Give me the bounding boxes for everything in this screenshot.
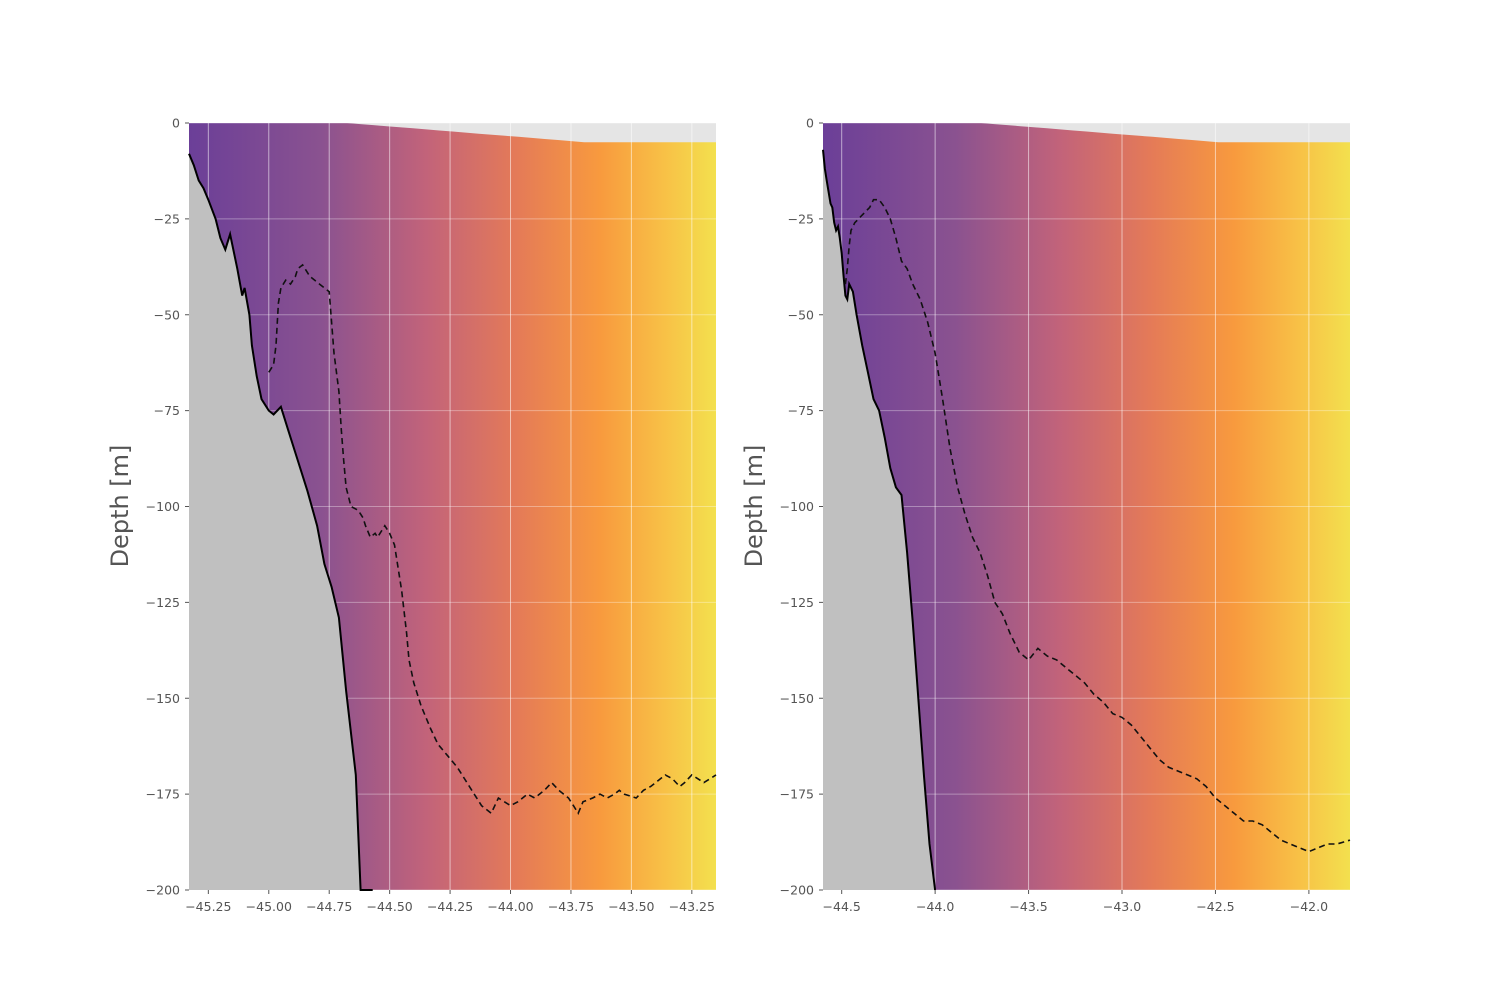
- left-x-tick-label: −43.50: [608, 899, 654, 914]
- right-section-panel: −44.5 −44.0 −43.5 −43.0 −42.5 −42.0 0 −25 −50 −7…: [740, 116, 1351, 914]
- left-seafloor-fill: [189, 153, 373, 890]
- left-y-ticks: 0 −25 −50 −75 −100 −125 −150 −175 −200: [146, 116, 189, 898]
- right-y-tick-label: −100: [780, 499, 814, 514]
- right-y-tick-label: −125: [780, 595, 814, 610]
- right-y-tick-label: −200: [780, 883, 814, 898]
- left-dashed-isoline: [268, 263, 717, 816]
- right-x-tick-label: −43.5: [1009, 899, 1047, 914]
- left-bathymetry-line: [188, 153, 373, 891]
- left-y-tick-label: −125: [146, 595, 180, 610]
- right-x-tick-label: −44.5: [823, 899, 861, 914]
- left-y-tick-label: −150: [146, 691, 180, 706]
- left-y-tick-label: −200: [146, 883, 180, 898]
- right-x-tick-label: −42.0: [1290, 899, 1328, 914]
- right-x-ticks: −44.5 −44.0 −43.5 −43.0 −42.5 −42.0: [823, 890, 1328, 914]
- right-y-tick-label: 0: [806, 116, 814, 131]
- left-seafloor-layer: [188, 153, 373, 891]
- left-y-tick-label: −100: [146, 499, 180, 514]
- left-x-tick-label: −44.75: [306, 899, 352, 914]
- right-field-layer: [823, 123, 1350, 890]
- left-y-tick-label: −25: [154, 211, 180, 226]
- left-y-axis-label: Depth [m]: [106, 445, 134, 568]
- left-x-tick-label: −45.00: [246, 899, 292, 914]
- left-x-tick-label: −43.25: [669, 899, 715, 914]
- left-y-tick-label: −75: [154, 403, 180, 418]
- left-y-tick-label: −50: [154, 307, 180, 322]
- right-y-tick-label: −75: [788, 403, 814, 418]
- left-x-tick-label: −44.00: [487, 899, 533, 914]
- left-x-ticks: −45.25 −45.00 −44.75 −44.50 −44.25 −44.00 −43.…: [185, 890, 715, 914]
- right-x-tick-label: −43.0: [1103, 899, 1141, 914]
- left-x-tick-label: −44.50: [367, 899, 413, 914]
- right-x-tick-label: −44.0: [916, 899, 954, 914]
- right-y-tick-label: −25: [788, 211, 814, 226]
- right-y-axis-label: Depth [m]: [740, 445, 768, 568]
- left-y-tick-label: −175: [146, 787, 180, 802]
- right-y-tick-label: −50: [788, 307, 814, 322]
- right-bathymetry-line: [822, 149, 937, 891]
- left-x-tick-label: −43.75: [548, 899, 594, 914]
- right-y-tick-label: −150: [780, 691, 814, 706]
- right-x-tick-label: −42.5: [1196, 899, 1234, 914]
- right-water-field: [823, 123, 1350, 890]
- left-x-tick-label: −45.25: [185, 899, 231, 914]
- left-y-tick-label: 0: [172, 116, 180, 131]
- right-y-ticks: 0 −25 −50 −75 −100 −125 −150 −175 −200: [780, 116, 823, 898]
- right-seafloor-fill: [823, 149, 936, 891]
- right-seafloor-layer: [822, 149, 937, 891]
- left-isoline-layer: [268, 263, 717, 816]
- left-x-tick-label: −44.25: [427, 899, 473, 914]
- left-section-panel: −45.25 −45.00 −44.75 −44.50 −44.25 −44.00 −43.…: [106, 116, 717, 914]
- right-y-tick-label: −175: [780, 787, 814, 802]
